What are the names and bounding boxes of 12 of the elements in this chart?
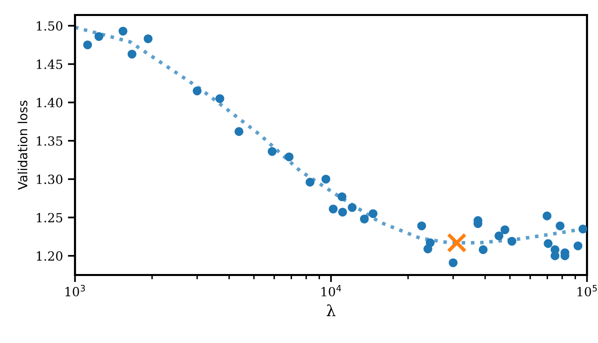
y-tick-label: 1.20 (36, 251, 62, 261)
x-tick-label: 10$^{3}$ (66, 284, 85, 296)
x-tick-label: 10$^{5}$ (578, 285, 597, 296)
y-tick-label: 1.35 (36, 136, 62, 146)
y-tick-label: 1.50 (36, 21, 62, 31)
y-tick-label: 1.40 (36, 98, 62, 108)
x-axis-title: λ (326, 304, 336, 316)
y-tick-label: 1.30 (36, 174, 62, 184)
x-tick-label: 10$^{4}$ (322, 285, 342, 296)
y-axis-title: Validation loss (18, 100, 28, 190)
y-tick-label: 1.25 (36, 212, 62, 222)
y-tick-label: 1.45 (36, 60, 62, 70)
